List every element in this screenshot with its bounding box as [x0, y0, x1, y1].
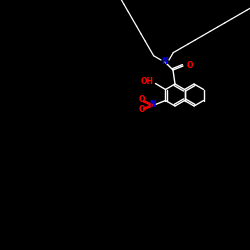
Text: O: O	[138, 105, 145, 114]
Text: O: O	[138, 95, 145, 104]
Text: N: N	[149, 100, 156, 109]
Text: N: N	[162, 58, 168, 66]
Text: O: O	[187, 62, 194, 70]
Text: OH: OH	[141, 77, 154, 86]
